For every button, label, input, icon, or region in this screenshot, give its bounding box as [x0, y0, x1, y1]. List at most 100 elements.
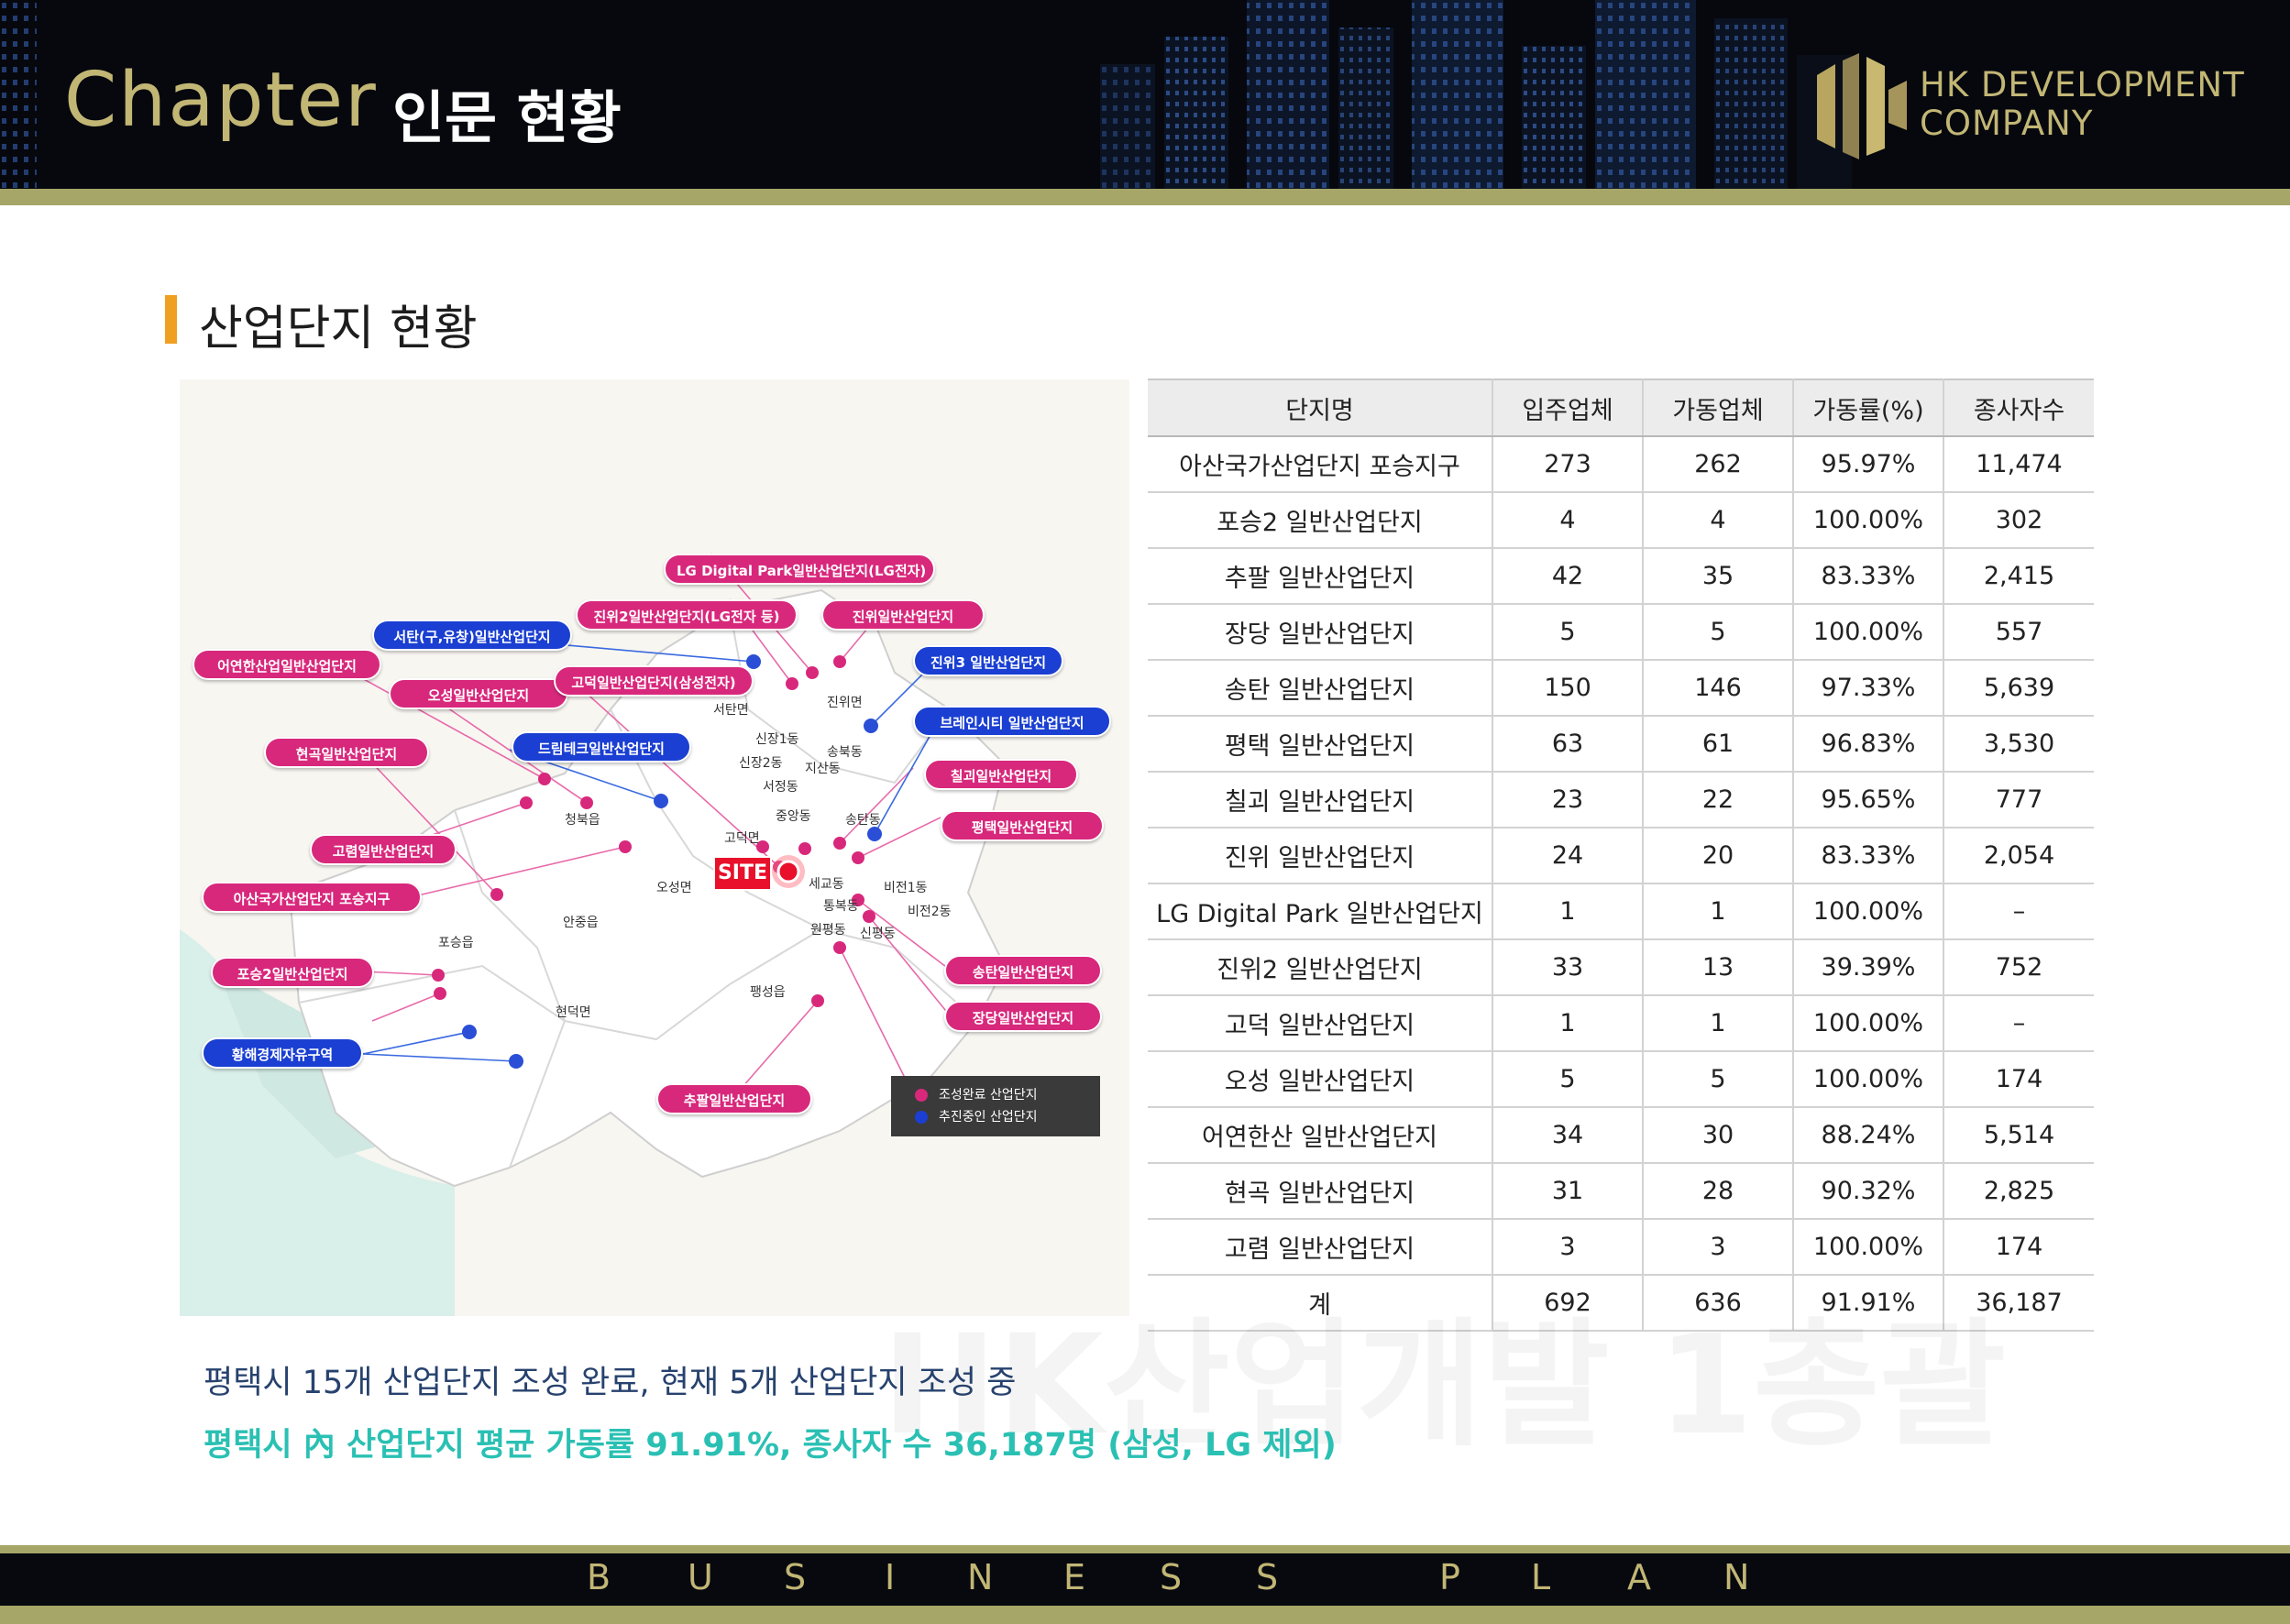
place-name: 고덕면 — [724, 831, 760, 846]
table-cell: 42 — [1492, 548, 1644, 605]
map-label-eoyeon: 어연한산업일반산업단지 — [193, 649, 381, 680]
table-row: 칠괴 일반산업단지 23 22 95.65% 777 — [1148, 772, 2094, 828]
table-cell: 23 — [1492, 772, 1644, 828]
table-cell: 61 — [1643, 716, 1794, 773]
table-row: 고덕 일반산업단지 1 1 100.00% – — [1148, 995, 2094, 1052]
footer-letter: S — [1160, 1557, 1183, 1597]
table-cell: 63 — [1492, 716, 1644, 773]
table-cell: 3,530 — [1943, 716, 2094, 773]
map-label-dream-tech: 드림테크일반산업단지 — [512, 731, 691, 763]
table-header-cell: 가동률(%) — [1793, 379, 1944, 437]
table-row: 장당 일반산업단지 5 5 100.00% 557 — [1148, 604, 2094, 661]
legend-complete-label: 조성완료 산업단지 — [939, 1088, 1038, 1103]
place-name: 청북읍 — [565, 813, 600, 828]
complex-name-cell: 추팔 일반산업단지 — [1148, 548, 1493, 605]
complex-name-cell: 진위 일반산업단지 — [1148, 828, 1493, 884]
table-header-cell: 단지명 — [1148, 379, 1493, 437]
table-cell: 13 — [1643, 939, 1794, 996]
table-cell: 22 — [1643, 772, 1794, 828]
legend-planned-label: 추진중인 산업단지 — [939, 1110, 1038, 1125]
place-name: 비전2동 — [908, 905, 952, 919]
table-cell: 752 — [1943, 939, 2094, 996]
place-name: 지산동 — [805, 762, 841, 776]
footer-letter: N — [967, 1557, 994, 1597]
footer-letter: S — [1256, 1557, 1279, 1597]
section-accent-bar — [165, 295, 177, 344]
place-name: 포승읍 — [438, 936, 474, 950]
table-header-cell: 입주업체 — [1492, 379, 1644, 437]
place-name: 현덕면 — [556, 1005, 591, 1020]
place-name: 중앙동 — [776, 809, 811, 824]
map-label-asan-poseung: 아산국가산업단지 포승지구 — [202, 882, 422, 913]
table-cell: 97.33% — [1793, 660, 1944, 717]
table-cell: 1 — [1643, 883, 1794, 940]
hk-logo-icon — [1817, 53, 1907, 159]
place-name: 원평동 — [810, 923, 846, 938]
table-cell: 24 — [1492, 828, 1644, 884]
summary-note-2: 평택시 內 산업단지 평균 가동률 91.91%, 종사자 수 36,187명 … — [204, 1427, 1337, 1464]
complex-name-cell: 평택 일반산업단지 — [1148, 716, 1493, 773]
place-name: 신장1동 — [755, 732, 799, 747]
table-cell: 777 — [1943, 772, 2094, 828]
footer-letter: N — [1723, 1557, 1750, 1597]
place-name: 비전1동 — [884, 881, 928, 895]
table-row: 진위2 일반산업단지 33 13 39.39% 752 — [1148, 939, 2094, 996]
table-cell: 28 — [1643, 1163, 1794, 1220]
complex-name-cell: 아산국가산업단지 포승지구 — [1148, 436, 1493, 493]
table-cell: 31 — [1492, 1163, 1644, 1220]
summary-note-1: 평택시 15개 산업단지 조성 완료, 현재 5개 산업단지 조성 중 — [204, 1365, 1017, 1401]
table-cell: 83.33% — [1793, 548, 1944, 605]
place-name: 송탄동 — [845, 813, 881, 828]
table-row: 평택 일반산업단지 63 61 96.83% 3,530 — [1148, 716, 2094, 773]
industrial-complex-table: 단지명 입주업체 가동업체 가동률(%) 종사자수 아산국가산업단지 포승지구 2… — [1148, 379, 2094, 1332]
map-label-hwanghae: 황해경제자유구역 — [202, 1037, 363, 1069]
total-cell: 91.91% — [1793, 1275, 1944, 1332]
table-cell: 11,474 — [1943, 436, 2094, 493]
map-label-hyeongok: 현곡일반산업단지 — [264, 737, 429, 768]
map-label-jinwi3: 진위3 일반산업단지 — [913, 645, 1063, 676]
table-row: 현곡 일반산업단지 31 28 90.32% 2,825 — [1148, 1163, 2094, 1220]
map-label-poseung2: 포승2일반산업단지 — [211, 957, 374, 988]
place-name: 통복동 — [823, 899, 859, 914]
footer-gold-band — [0, 1606, 2290, 1624]
table-cell: 3 — [1492, 1219, 1644, 1276]
chapter-label: Chapter — [64, 57, 378, 144]
total-cell: 계 — [1148, 1275, 1493, 1332]
table-cell: 34 — [1492, 1107, 1644, 1164]
table-cell: 5 — [1643, 1051, 1794, 1108]
table-cell: 96.83% — [1793, 716, 1944, 773]
footer-letter: P — [1439, 1557, 1460, 1597]
table-cell: 100.00% — [1793, 1051, 1944, 1108]
complex-name-cell: LG Digital Park 일반산업단지 — [1148, 883, 1493, 940]
table-cell: 4 — [1643, 492, 1794, 549]
map-label-chilgoe: 칠괴일반산업단지 — [924, 759, 1078, 790]
table-cell: 30 — [1643, 1107, 1794, 1164]
table-cell: 174 — [1943, 1051, 2094, 1108]
industrial-complex-map: LG Digital Park일반산업단지(LG전자) 진위2일반산업단지(LG… — [180, 379, 1129, 1316]
complex-name-cell: 오성 일반산업단지 — [1148, 1051, 1493, 1108]
table-cell: 100.00% — [1793, 492, 1944, 549]
table-cell: 100.00% — [1793, 604, 1944, 661]
complex-name-cell: 현곡 일반산업단지 — [1148, 1163, 1493, 1220]
place-name: 팽성읍 — [750, 985, 786, 1000]
footer-letter: E — [1063, 1557, 1086, 1597]
table-cell: 20 — [1643, 828, 1794, 884]
table-cell: 88.24% — [1793, 1107, 1944, 1164]
place-name: 서정동 — [763, 780, 798, 795]
map-label-jinwi: 진위일반산업단지 — [821, 599, 985, 631]
table-cell: 5,639 — [1943, 660, 2094, 717]
table-cell: 557 — [1943, 604, 2094, 661]
table-cell: 100.00% — [1793, 883, 1944, 940]
footer-letter: A — [1627, 1557, 1651, 1597]
table-cell: 90.32% — [1793, 1163, 1944, 1220]
map-legend: 조성완료 산업단지 추진중인 산업단지 — [891, 1076, 1100, 1136]
map-label-godeok: 고덕일반산업단지(삼성전자) — [554, 665, 754, 697]
complex-name-cell: 진위2 일반산업단지 — [1148, 939, 1493, 996]
place-name: 안중읍 — [563, 916, 599, 930]
map-label-pyeongtaek: 평택일반산업단지 — [941, 810, 1104, 841]
watermark: HK산업개발 1총괄 — [882, 1274, 2006, 1473]
table-cell: 174 — [1943, 1219, 2094, 1276]
table-total-row: 계 692 636 91.91% 36,187 — [1148, 1275, 2094, 1332]
table-row: 오성 일반산업단지 5 5 100.00% 174 — [1148, 1051, 2094, 1108]
